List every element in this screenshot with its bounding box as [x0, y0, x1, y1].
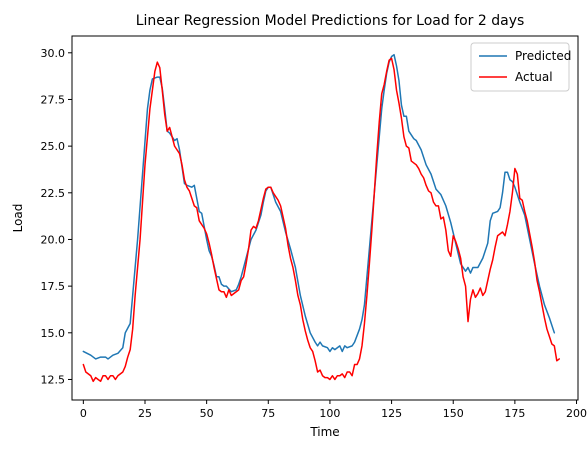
x-tick-label: 175 [504, 407, 525, 420]
y-tick-label: 22.5 [41, 187, 66, 200]
x-axis-ticks: 0 25 50 75 100 125 150 175 200 [80, 400, 587, 420]
x-tick-label: 75 [261, 407, 275, 420]
y-tick-label: 20.0 [41, 233, 66, 246]
legend: Predicted Actual [470, 42, 571, 92]
y-tick-label: 27.5 [41, 93, 66, 106]
x-tick-label: 100 [319, 407, 340, 420]
x-tick-label: 200 [566, 407, 587, 420]
x-tick-label: 50 [200, 407, 214, 420]
legend-label-actual: Actual [515, 70, 553, 84]
y-tick-label: 30.0 [41, 47, 66, 60]
y-axis-ticks: 12.5 15.0 17.5 20.0 22.5 25.0 27.5 30.0 [41, 47, 72, 386]
plot-lines [82, 53, 561, 383]
x-tick-label: 125 [381, 407, 402, 420]
x-tick-label: 0 [80, 407, 87, 420]
x-tick-label: 150 [443, 407, 464, 420]
series-line-actual [82, 57, 561, 383]
x-axis-label: Time [309, 425, 339, 439]
y-tick-label: 25.0 [41, 140, 66, 153]
chart-title: Linear Regression Model Predictions for … [136, 13, 525, 29]
axes-frame [71, 35, 579, 401]
y-tick-label: 15.0 [41, 327, 66, 340]
legend-box [470, 42, 570, 92]
y-tick-label: 12.5 [41, 373, 66, 386]
y-tick-label: 17.5 [41, 280, 66, 293]
x-tick-label: 25 [138, 407, 152, 420]
y-axis-label: Load [11, 204, 25, 233]
legend-label-predicted: Predicted [515, 49, 571, 63]
